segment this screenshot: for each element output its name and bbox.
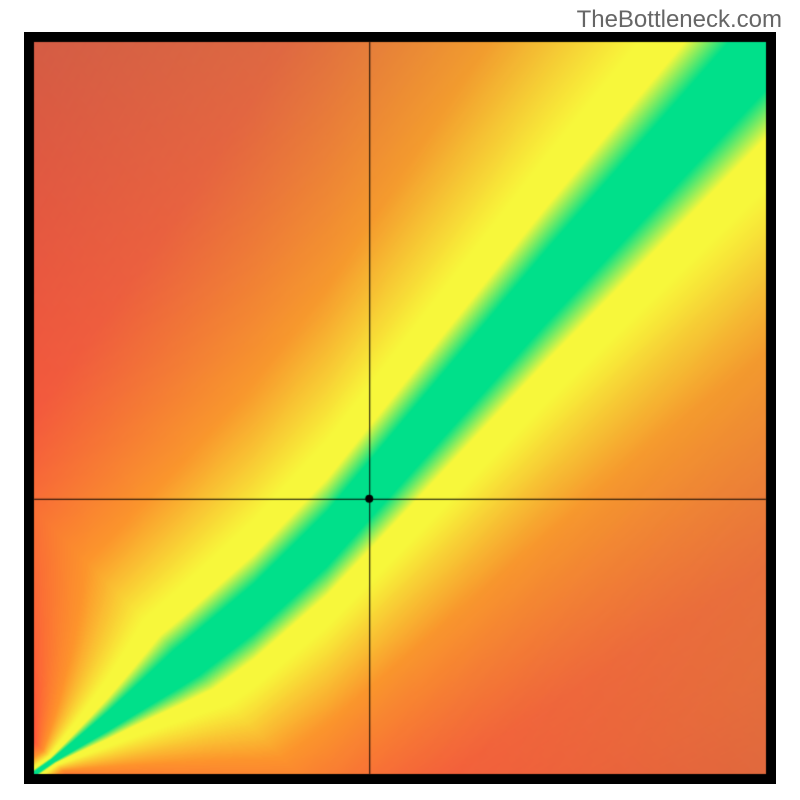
- chart-container: TheBottleneck.com: [0, 0, 800, 800]
- watermark-text: TheBottleneck.com: [577, 6, 782, 34]
- crosshair-overlay: [24, 32, 776, 784]
